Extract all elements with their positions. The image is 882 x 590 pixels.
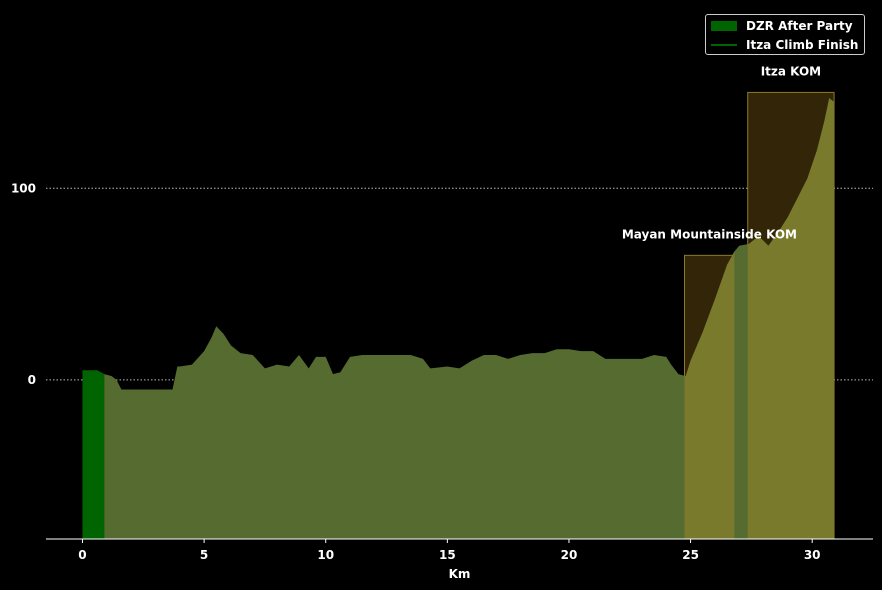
x-tick-label: 20 [561,548,578,562]
climb-fills [684,98,835,540]
climb-label: Mayan Mountainside KOM [622,227,797,241]
x-tick-label: 10 [317,548,334,562]
x-tick-label: 25 [682,548,699,562]
y-axis-ticks: 0 100 [11,181,36,387]
climb-label: Itza KOM [761,64,821,78]
after-party-segment-area [82,370,105,539]
legend: DZR After Party Itza Climb Finish [705,14,865,55]
x-tick-label: 5 [200,548,208,562]
x-tick-label: 15 [439,548,456,562]
legend-item-after-party: DZR After Party [711,18,853,34]
elevation-profile-area [82,98,835,540]
legend-label-climb-finish: Itza Climb Finish [746,38,859,52]
climb-annotations: Mayan Mountainside KOM Itza KOM [622,64,821,241]
x-tick-label: 30 [804,548,821,562]
legend-swatch-after-party [711,21,737,31]
legend-item-climb-finish: Itza Climb Finish [711,37,858,53]
climb-fill [747,98,835,540]
legend-label-after-party: DZR After Party [746,19,853,33]
y-tick-label: 100 [11,181,36,195]
legend-swatch-climb-finish [711,44,737,46]
y-tick-label: 0 [28,373,36,387]
x-tick-label: 0 [78,548,86,562]
x-axis-ticks: 0 5 10 15 20 25 30 [78,539,821,562]
climb-fill [684,251,735,539]
x-axis-label: Km [449,567,471,581]
